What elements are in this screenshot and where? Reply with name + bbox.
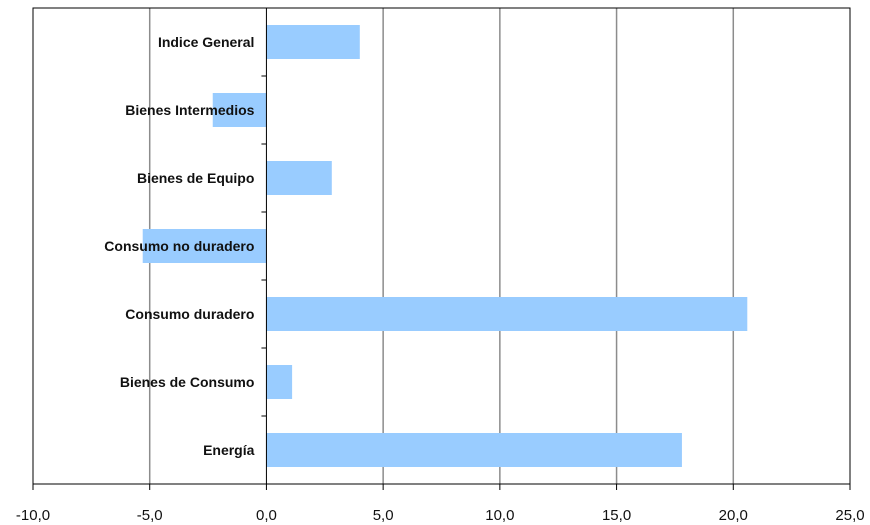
bar-2 [266, 161, 332, 195]
x-tick-label: 15,0 [602, 507, 631, 524]
bar-3 [142, 229, 267, 263]
x-tick-labels: -10,0 -5,0 0,0 5,0 10,0 15,0 20,0 25,0 [16, 507, 865, 524]
bar-5 [266, 365, 293, 399]
x-tick-label: 10,0 [485, 507, 514, 524]
x-tick-label: -10,0 [16, 507, 50, 524]
bars [142, 25, 748, 467]
bar-0 [266, 25, 360, 59]
plot-frame [32, 7, 851, 485]
category-label: Energía [203, 442, 255, 458]
category-label: Bienes Intermedios [125, 102, 254, 118]
bar-4 [266, 297, 748, 331]
bar-6 [266, 433, 682, 467]
axes [32, 7, 851, 490]
x-tick-label: 25,0 [835, 507, 864, 524]
category-label: Consumo duradero [125, 306, 254, 322]
gridlines [148, 8, 735, 484]
bar-1 [212, 93, 267, 127]
category-labels: Indice General Bienes Intermedios Bienes d… [104, 34, 254, 458]
category-label: Consumo no duradero [104, 238, 254, 254]
x-tick-label: 20,0 [719, 507, 748, 524]
category-label: Indice General [158, 34, 254, 50]
category-label: Bienes de Consumo [120, 374, 255, 390]
x-tick-label: -5,0 [137, 507, 163, 524]
x-tick-label: 0,0 [256, 507, 277, 524]
x-tick-label: 5,0 [373, 507, 394, 524]
category-label: Bienes de Equipo [137, 170, 254, 186]
